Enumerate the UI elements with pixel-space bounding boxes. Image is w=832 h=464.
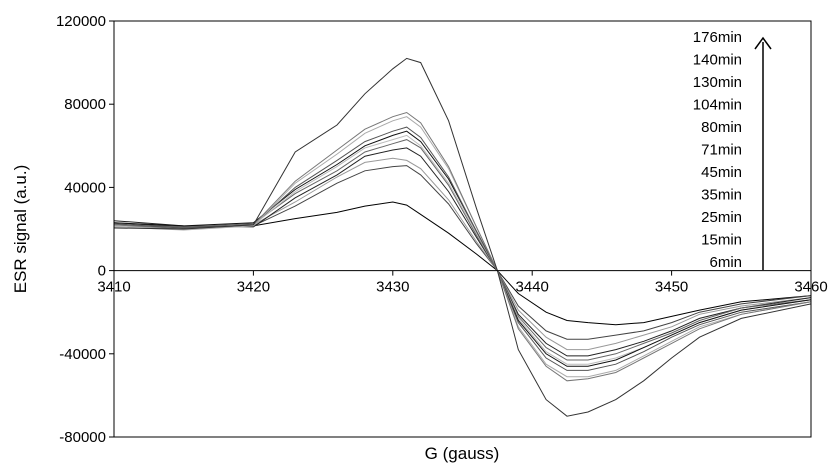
y-axis-title: ESR signal (a.u.) — [11, 165, 30, 294]
x-tick-label: 3420 — [237, 279, 270, 296]
y-tick-label: 80000 — [64, 96, 106, 113]
x-tick-label: 3460 — [794, 279, 827, 296]
legend-item: 6min — [709, 254, 742, 271]
series-line-35min — [113, 147, 812, 357]
series-line-15min — [113, 165, 812, 340]
x-tick-label: 3430 — [376, 279, 409, 296]
y-tick-label: 40000 — [64, 179, 106, 196]
legend-item: 45min — [701, 164, 742, 181]
x-tick-label: 3450 — [655, 279, 688, 296]
legend-item: 80min — [701, 119, 742, 136]
legend-item: 15min — [701, 232, 742, 249]
legend-item: 130min — [693, 74, 742, 91]
legend-item: 35min — [701, 187, 742, 204]
legend-item: 176min — [693, 29, 742, 46]
y-tick-layer: -80000 -40000 0 40000 80000 120000 — [56, 13, 114, 446]
x-tick-label: 3440 — [516, 279, 549, 296]
y-tick-label: -80000 — [59, 429, 106, 446]
series-line-140min — [113, 111, 812, 382]
legend-arrow-head — [754, 36, 772, 50]
series-line-25min — [113, 157, 812, 351]
series-line-6min — [113, 201, 812, 326]
legend-item: 25min — [701, 209, 742, 226]
legend-item: 104min — [693, 97, 742, 114]
plot-frame — [113, 20, 812, 438]
x-tick-label: 3410 — [97, 279, 130, 296]
series-line-104min — [113, 126, 812, 371]
series-layer — [113, 57, 812, 417]
legend-arrow — [754, 36, 772, 270]
x-tick-layer: 3410 3420 3430 3440 3450 3460 — [97, 270, 828, 296]
legend: 176min 140min 130min 104min 80min 71min 45min 3… — [693, 29, 742, 271]
y-tick-label: 0 — [98, 263, 106, 280]
legend-item: 140min — [693, 52, 742, 69]
series-line-176min — [113, 57, 812, 417]
y-tick-label: -40000 — [59, 346, 106, 363]
x-axis-title: G (gauss) — [425, 444, 500, 463]
y-tick-label: 120000 — [56, 13, 106, 30]
legend-item: 71min — [701, 142, 742, 159]
